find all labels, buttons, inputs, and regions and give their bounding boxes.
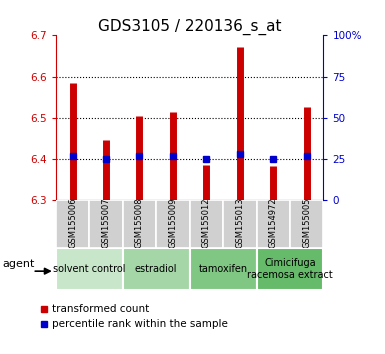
Bar <box>56 200 89 248</box>
Text: GSM155009: GSM155009 <box>168 198 177 248</box>
Bar <box>89 200 123 248</box>
Text: Cimicifuga
racemosa extract: Cimicifuga racemosa extract <box>247 258 333 280</box>
Text: estradiol: estradiol <box>135 264 177 274</box>
Bar <box>223 200 256 248</box>
Bar <box>123 248 189 290</box>
Bar <box>256 248 323 290</box>
Title: GDS3105 / 220136_s_at: GDS3105 / 220136_s_at <box>98 19 281 35</box>
Bar <box>256 200 290 248</box>
Text: solvent control: solvent control <box>53 264 126 274</box>
Text: GSM155012: GSM155012 <box>202 198 211 248</box>
Text: GSM155006: GSM155006 <box>68 198 77 248</box>
Bar <box>189 248 256 290</box>
Text: GSM155013: GSM155013 <box>235 198 244 248</box>
Bar <box>56 248 123 290</box>
Legend: transformed count, percentile rank within the sample: transformed count, percentile rank withi… <box>36 300 232 333</box>
Text: tamoxifen: tamoxifen <box>199 264 248 274</box>
Bar <box>123 200 156 248</box>
Bar <box>189 200 223 248</box>
Bar <box>156 200 189 248</box>
Text: agent: agent <box>3 259 35 269</box>
Text: GSM154972: GSM154972 <box>269 198 278 248</box>
Text: GSM155008: GSM155008 <box>135 198 144 248</box>
Bar <box>290 200 323 248</box>
Text: GSM155007: GSM155007 <box>102 198 110 248</box>
Text: GSM155005: GSM155005 <box>302 198 311 248</box>
